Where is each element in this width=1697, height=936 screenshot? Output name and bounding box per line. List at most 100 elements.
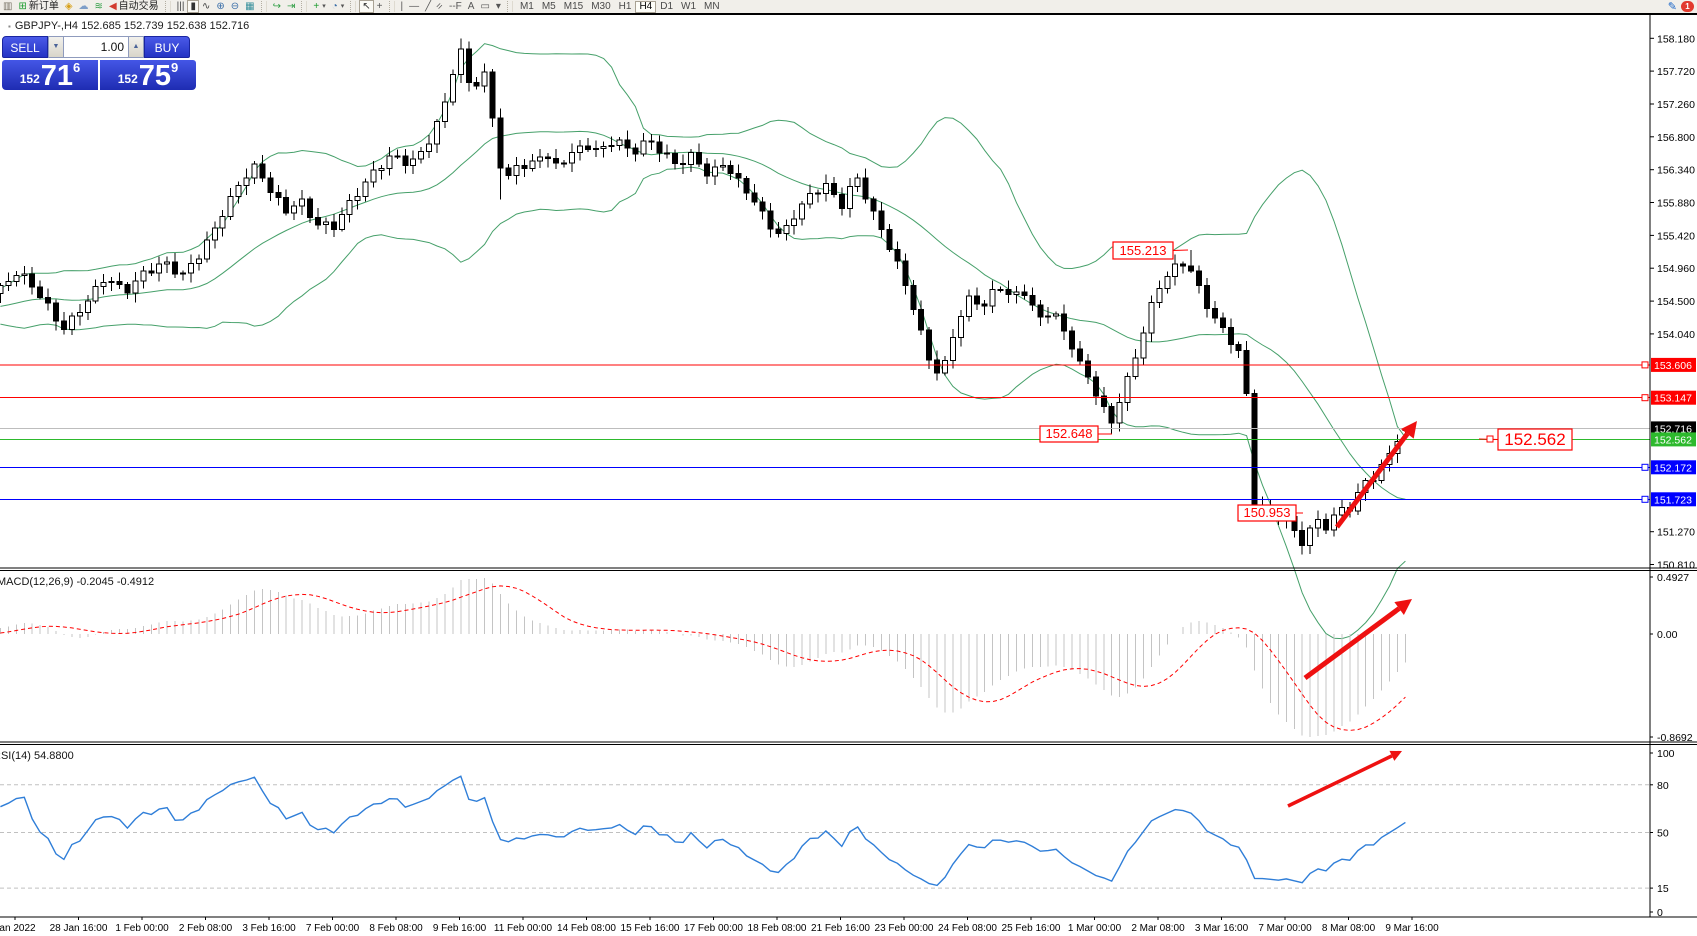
zoom-out-button[interactable]: ⊖ <box>228 0 242 13</box>
price-label-box-152.648[interactable] <box>1039 425 1099 443</box>
trend-arrow-main[interactable] <box>1335 432 1410 529</box>
trend-arrow-rsi[interactable] <box>1287 754 1393 808</box>
volume-input[interactable]: 1.00 <box>64 36 128 58</box>
text-label-button[interactable]: ▭ <box>477 0 492 13</box>
chart-shift-button[interactable]: ⇥ <box>284 0 298 13</box>
candlestick-chart-button[interactable]: ▮ <box>187 0 199 13</box>
resistance-line-153.147-handle[interactable] <box>1641 394 1649 402</box>
price-label-box-152.562[interactable] <box>1497 428 1573 451</box>
candle <box>553 157 560 164</box>
trend-arrow-macd[interactable] <box>1303 606 1401 681</box>
auto-scroll-button[interactable]: ↪ <box>270 0 284 13</box>
candle <box>561 162 567 165</box>
label-handle[interactable] <box>1486 435 1494 443</box>
sell-button[interactable]: SELL <box>2 36 48 58</box>
candle <box>37 286 44 298</box>
volume-down-button[interactable]: ▼ <box>48 36 64 58</box>
price-label-text-152.562: 152.562 <box>1504 430 1565 449</box>
buy-button[interactable]: BUY <box>144 36 190 58</box>
trend-arrow-main-head <box>1400 421 1417 439</box>
buy-price-button[interactable]: 152 75 9 <box>100 60 196 91</box>
candle <box>116 281 123 285</box>
candle <box>1243 349 1250 394</box>
time-label: Jan 2022 <box>0 923 36 934</box>
time-label: 9 Feb 16:00 <box>433 923 487 934</box>
candle <box>251 163 258 179</box>
candle <box>902 260 909 286</box>
timeframe-mn-button[interactable]: MN <box>704 0 720 12</box>
price-label-box-150.953[interactable] <box>1237 504 1297 522</box>
candle <box>1299 530 1306 546</box>
macd-pane[interactable] <box>0 572 1650 740</box>
support-line-152.172-handle[interactable] <box>1641 463 1649 471</box>
main-chart-plot[interactable] <box>0 15 1650 568</box>
macd-scale-label: 0.00 <box>1657 629 1678 641</box>
price-tick-label: 154.500 <box>1657 296 1695 308</box>
trendline-button[interactable]: ╱ <box>422 0 434 13</box>
candle <box>632 147 639 155</box>
timeframe-d1-button[interactable]: D1 <box>660 0 674 12</box>
market-icon[interactable]: ◈ <box>62 0 76 13</box>
autotrading-button[interactable]: ◀ 自动交易 <box>106 0 162 13</box>
toolbar-separator <box>388 1 395 12</box>
candle <box>386 155 393 169</box>
cursor-button[interactable]: ↖ <box>359 0 374 13</box>
tile-windows-button[interactable]: ▦ <box>242 0 257 13</box>
candle <box>1235 343 1242 351</box>
resistance-line-153.606-handle[interactable] <box>1641 361 1649 369</box>
timeframe-h1-button[interactable]: H1 <box>618 0 632 12</box>
notification-badge[interactable]: 1 <box>1681 1 1694 12</box>
vps-cloud-icon[interactable]: ☁ <box>76 0 92 13</box>
price-tick-label: 156.800 <box>1657 132 1695 144</box>
candle <box>957 316 964 339</box>
price-label-text-152.648: 152.648 <box>1046 426 1093 441</box>
signals-icon[interactable]: ≋ <box>92 0 106 13</box>
sell-price-button[interactable]: 152 71 6 <box>2 60 98 91</box>
cropped-icon[interactable]: ▥ <box>0 0 15 13</box>
bar-chart-button[interactable]: ||| <box>174 0 188 13</box>
cropped-icon-icon: ▥ <box>3 1 13 12</box>
candle <box>886 229 893 250</box>
line-chart-button[interactable]: ∿ <box>199 0 213 13</box>
crosshair-button[interactable]: + <box>374 0 386 13</box>
candle <box>838 194 845 209</box>
edit-icon[interactable]: ✎ <box>1667 1 1677 13</box>
indicators-button[interactable]: + ▾ <box>310 0 328 13</box>
candle <box>473 82 480 87</box>
support-line-151.723-handle[interactable] <box>1641 495 1649 503</box>
bollinger-middle-band[interactable] <box>0 130 1406 500</box>
candle <box>76 312 83 317</box>
periods-button[interactable]: ◔ ▾ <box>329 0 348 13</box>
timeframe-w1-button[interactable]: W1 <box>681 0 697 12</box>
timeframe-m30-button[interactable]: M30 <box>591 0 611 12</box>
dropdown-caret-icon[interactable]: ▾ <box>340 3 345 10</box>
zoom-in-button[interactable]: ⊕ <box>213 0 227 13</box>
equidistant-channel-button[interactable]: = <box>434 0 446 13</box>
price-label-box-155.213[interactable] <box>1112 241 1174 260</box>
shapes-button[interactable]: ▾ <box>493 0 504 13</box>
timeframe-m5-button[interactable]: M5 <box>541 0 556 12</box>
volume-up-button[interactable]: ▲ <box>128 36 144 58</box>
new-order-button[interactable]: ⊞ 新订单 <box>15 0 61 13</box>
timeframe-m1-button[interactable]: M1 <box>519 0 534 12</box>
timeframe-h4-button[interactable]: H4 <box>635 0 657 13</box>
candle <box>1180 263 1187 267</box>
horizontal-line-button[interactable]: — <box>406 0 422 13</box>
text-button[interactable]: A <box>465 0 478 13</box>
time-label: 3 Mar 16:00 <box>1195 923 1249 934</box>
fibonacci-button[interactable]: --F <box>446 0 465 13</box>
candle <box>942 359 948 374</box>
timeframe-m15-button[interactable]: M15 <box>563 0 584 12</box>
candle <box>1076 348 1083 362</box>
candle <box>402 155 409 166</box>
dropdown-caret-icon[interactable]: ▾ <box>322 3 326 10</box>
vertical-line-button[interactable]: | <box>398 0 407 13</box>
time-label: 2 Feb 08:00 <box>179 923 233 934</box>
candle <box>1148 302 1155 334</box>
time-label: 1 Mar 00:00 <box>1068 923 1122 934</box>
equidistant-channel-icon: = <box>434 0 447 13</box>
trendline-icon: ╱ <box>425 1 432 12</box>
time-label: 8 Mar 08:00 <box>1322 923 1376 934</box>
